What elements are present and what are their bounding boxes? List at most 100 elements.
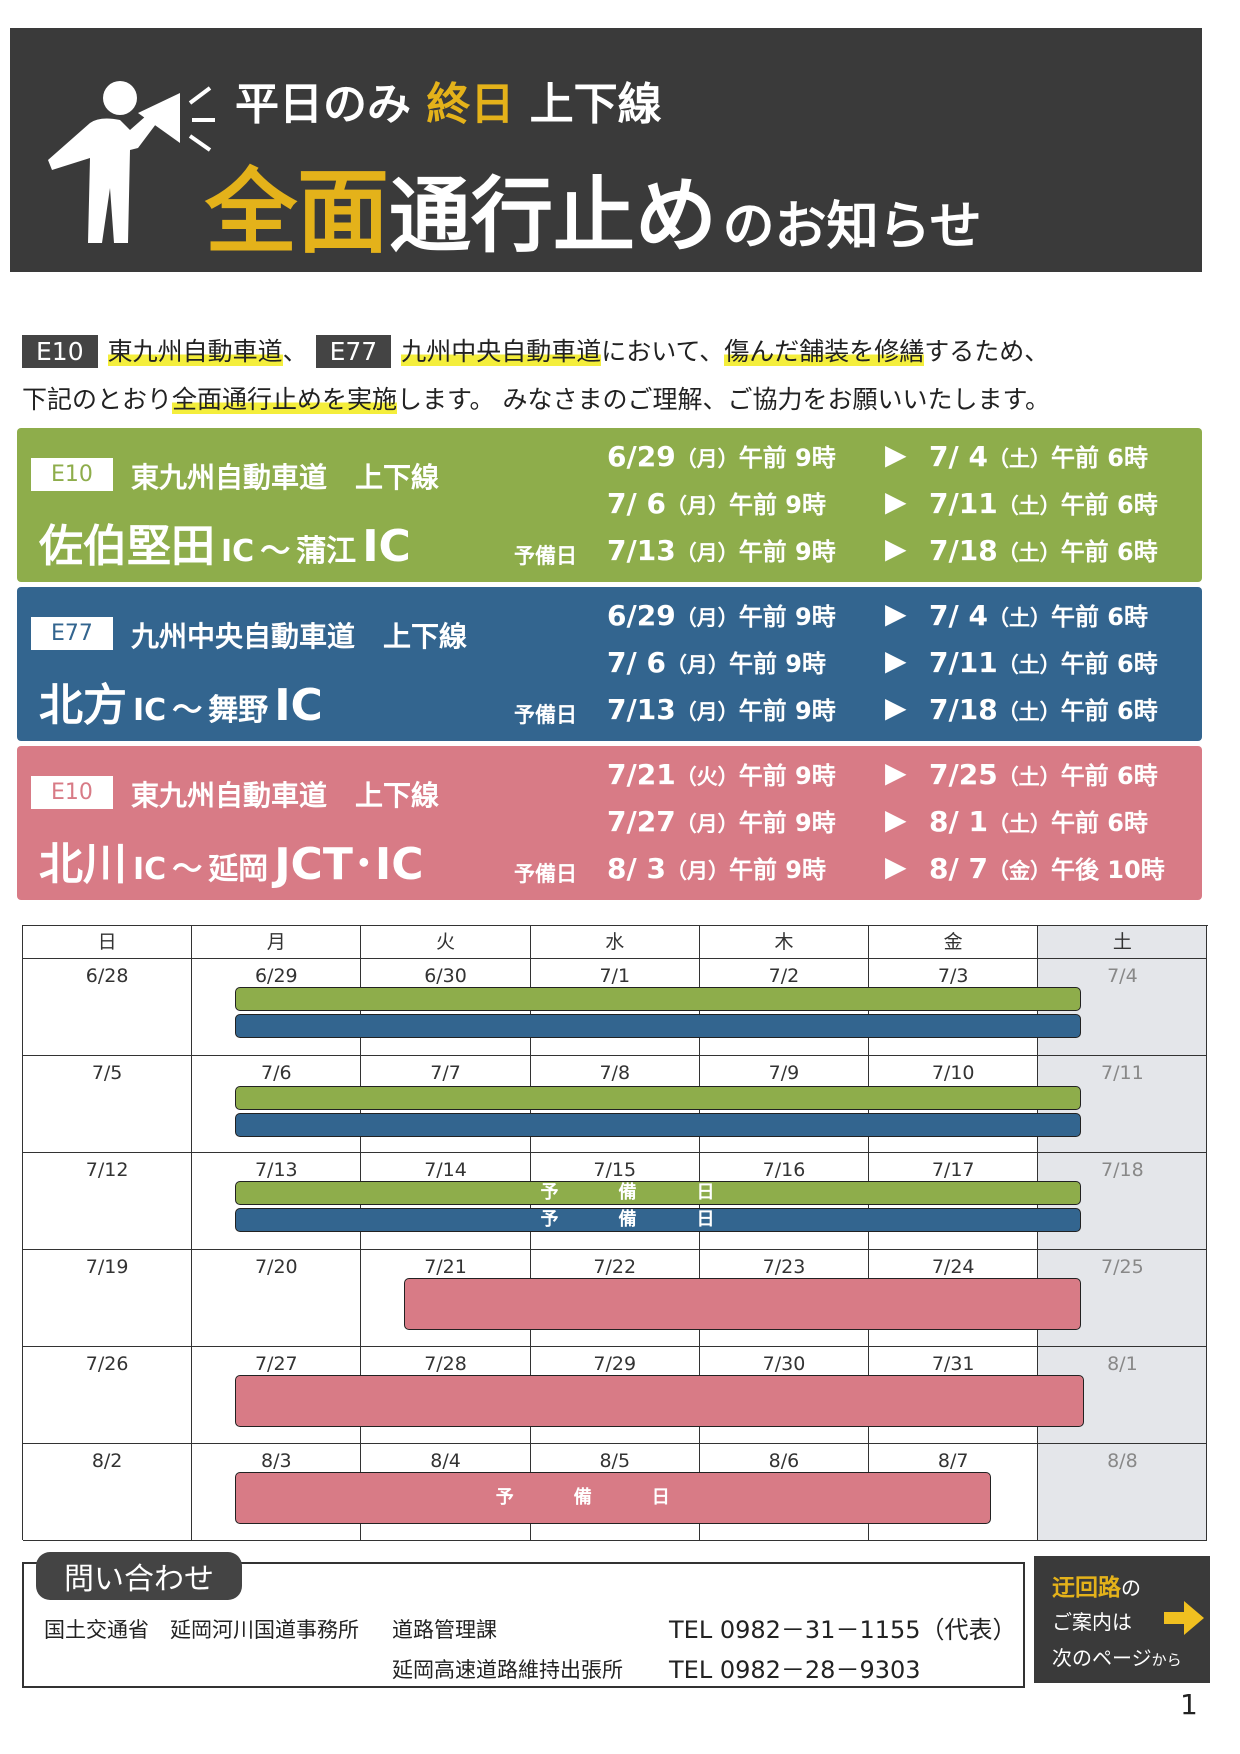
text: 全面	[205, 159, 390, 266]
page-number: 1	[1180, 1688, 1198, 1721]
day: （土）	[997, 541, 1061, 565]
text: 東九州自動車道	[107, 337, 283, 366]
date-cell: 8/2	[23, 1444, 193, 1541]
day: （月）	[675, 700, 739, 724]
date: 7/ 6	[607, 487, 666, 520]
date: 7/11	[929, 646, 998, 679]
weekday: 金	[869, 926, 1039, 959]
road-name: 東九州自動車道 上下線	[131, 779, 440, 812]
text: のお知らせ	[722, 197, 982, 257]
date: 6/29	[607, 440, 676, 473]
date-end: 7/11（土）午前 6時	[929, 485, 1158, 520]
route-part: 蒲江	[296, 534, 357, 569]
date-end: 7/18（土）午前 6時	[929, 532, 1158, 567]
date-end: 7/18（土）午前 6時	[929, 691, 1158, 726]
date: 7/18	[929, 534, 998, 567]
road-code: E10	[31, 458, 113, 491]
date: 7/25	[929, 758, 998, 791]
route-part: IC	[362, 521, 411, 572]
text: TEL 0982－31－1155（代表）	[669, 1616, 1017, 1644]
date: 7/13	[607, 693, 676, 726]
date-end: 7/25（土）午前 6時	[929, 756, 1158, 791]
day: （月）	[675, 606, 739, 630]
route-part: IC	[133, 693, 167, 728]
time: 午前 9時	[738, 762, 836, 790]
arrow-icon	[1164, 1601, 1204, 1635]
time: 午前 6時	[1060, 538, 1158, 566]
date-cell: 7/12	[23, 1153, 193, 1250]
header-banner: 平日のみ 終日 上下線 全面通行止め のお知らせ	[10, 28, 1202, 272]
weekday: 水	[530, 926, 700, 959]
route-part: 北川	[39, 839, 127, 890]
time: 午前 9時	[738, 809, 836, 837]
day: （土）	[987, 812, 1051, 836]
text: 上下線	[529, 79, 662, 130]
date: 7/ 6	[607, 646, 666, 679]
closure-bar	[234, 1014, 1081, 1038]
day: （月）	[665, 494, 729, 518]
text: 傷んだ舗装を修繕	[724, 337, 925, 366]
text: 下記のとおり	[22, 385, 173, 414]
closure-bar: 予備日	[234, 1472, 991, 1524]
date: 7/ 4	[929, 440, 988, 473]
text: 延岡高速道路維持出張所	[392, 1658, 623, 1682]
time: 午前 9時	[738, 444, 836, 472]
date-start: 7/13（月）午前 9時	[607, 532, 836, 567]
contact-title: 問い合わせ	[36, 1552, 242, 1600]
day: （土）	[997, 765, 1061, 789]
date-end: 8/ 7（金）午後 10時	[929, 850, 1165, 885]
text: 全面通行止めを実施	[172, 385, 398, 414]
time: 午前 6時	[1060, 762, 1158, 790]
arrow: ▶	[885, 803, 907, 836]
date-cell: 8/7	[869, 1444, 1039, 1541]
day: （土）	[997, 653, 1061, 677]
text: 平日のみ	[235, 79, 411, 130]
section: E10 東九州自動車道 上下線 佐伯堅田 IC ～蒲江 IC 6/29（月）午前 9時 7/ …	[17, 428, 1202, 582]
arrow: ▶	[885, 438, 907, 471]
text: 九州中央自動車道	[401, 337, 602, 366]
intro-line1: E10 東九州自動車道、 E77 九州中央自動車道において、傷んだ舗装を修繕するため…	[22, 332, 1049, 368]
route: 佐伯堅田 IC ～蒲江 IC	[39, 510, 417, 574]
text: するため、	[924, 337, 1050, 366]
time: 午後 10時	[1050, 856, 1165, 884]
time: 午前 9時	[738, 697, 836, 725]
road-name: 東九州自動車道 上下線	[131, 461, 440, 494]
day: （月）	[665, 859, 729, 883]
arrow: ▶	[885, 850, 907, 883]
date: 7/21	[607, 758, 676, 791]
detour-box: 迂回路の ご案内は 次のページから	[1034, 1556, 1210, 1683]
date-start: 6/29（月）午前 9時	[607, 438, 836, 473]
route-part: ～	[172, 693, 203, 728]
day: （月）	[675, 812, 739, 836]
date-end: 8/ 1（土）午前 6時	[929, 803, 1148, 838]
route-part: 舞野	[208, 693, 269, 728]
date-cell: 8/8	[1038, 1444, 1208, 1541]
route-part: IC	[274, 680, 323, 731]
closure-bar	[234, 987, 1081, 1011]
day: （火）	[675, 765, 739, 789]
calendar: 日月火水木金土 6/28 6/29 6/30 7/1 7/2 7/3 7/4 7/5 7/6 7/7…	[22, 925, 1208, 1541]
date-cell: 7/19	[23, 1250, 193, 1347]
section: E77 九州中央自動車道 上下線 北方 IC ～舞野 IC 6/29（月）午前 9時 7/ 4…	[17, 587, 1202, 741]
closure-bar: 予備日	[234, 1208, 1081, 1232]
route-part: 佐伯堅田	[39, 521, 215, 572]
date: 7/11	[929, 487, 998, 520]
road-name: 九州中央自動車道 上下線	[131, 620, 468, 653]
date: 8/ 1	[929, 805, 988, 838]
date-cell: 7/11	[1038, 1056, 1208, 1153]
day: （土）	[997, 494, 1061, 518]
text: 終日	[426, 79, 515, 130]
route-part: 北方	[39, 680, 127, 731]
text: から	[1151, 1651, 1182, 1669]
text: 次のページ	[1052, 1646, 1152, 1670]
text: の	[1121, 1576, 1141, 1600]
closure-bar: 予備日	[234, 1181, 1081, 1205]
time: 午前 9時	[738, 538, 836, 566]
date-cell: 7/5	[23, 1056, 193, 1153]
weekday: 土	[1038, 926, 1208, 959]
weekday: 月	[192, 926, 362, 959]
arrow: ▶	[885, 532, 907, 565]
closure-bar	[234, 1113, 1081, 1137]
route-part: IC	[221, 534, 255, 569]
date: 7/13	[607, 534, 676, 567]
